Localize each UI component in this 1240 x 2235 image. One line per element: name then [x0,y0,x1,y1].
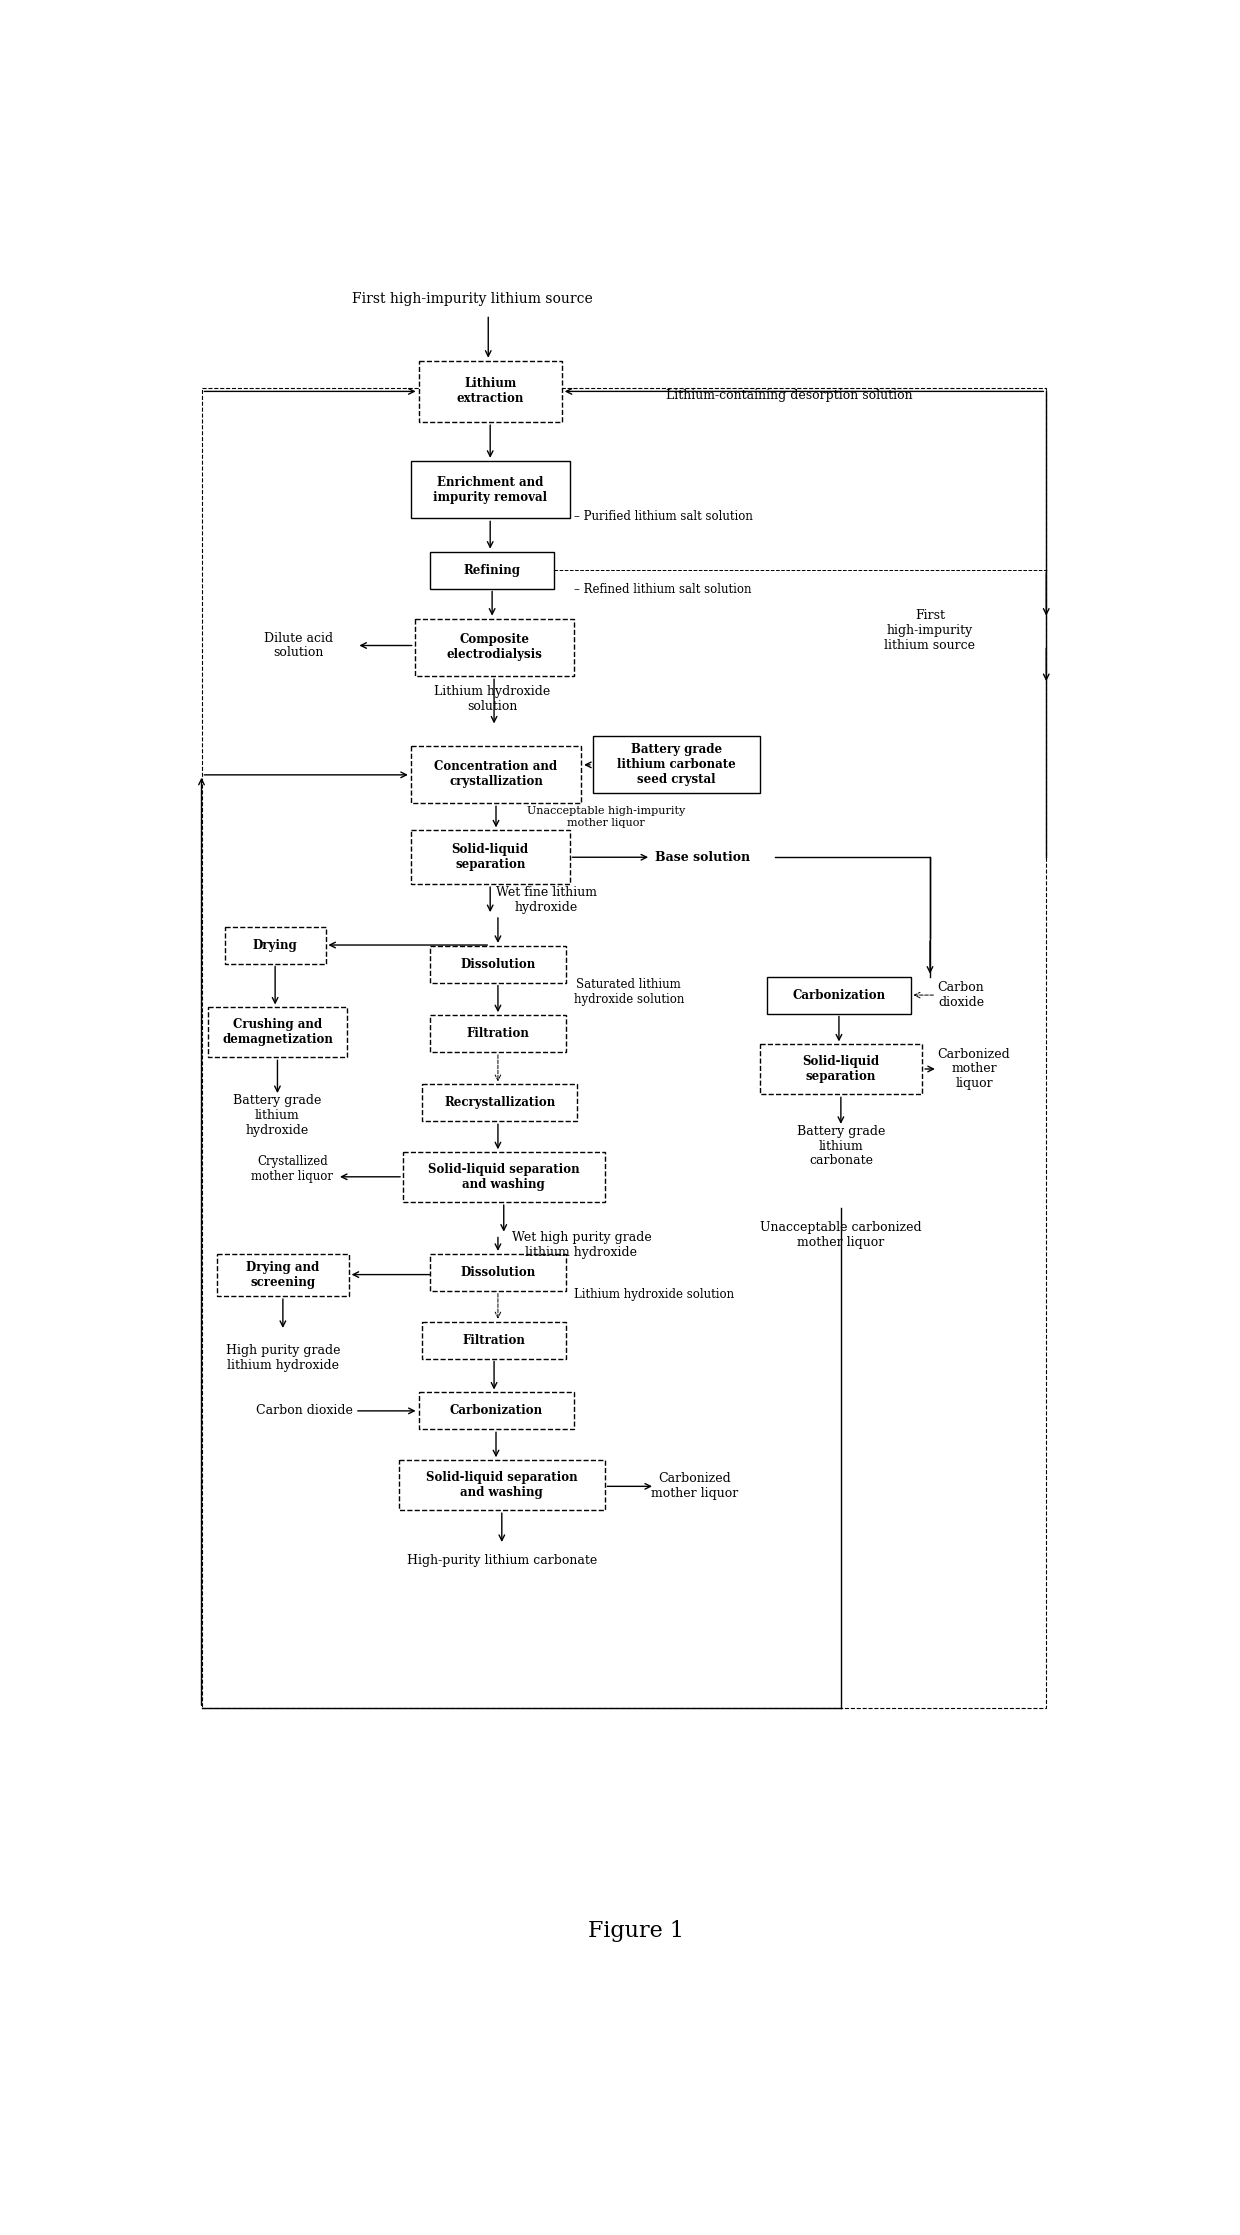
Text: Refining: Refining [464,563,521,577]
Bar [423,1321,565,1359]
Text: Lithium-containing desorption solution: Lithium-containing desorption solution [667,389,913,402]
Text: Drying: Drying [253,939,298,952]
Bar [430,945,565,983]
Bar [759,1044,923,1095]
Text: Base solution: Base solution [655,852,750,863]
Text: Figure 1: Figure 1 [588,1920,683,1942]
Text: Dissolution: Dissolution [460,1265,536,1278]
Text: Concentration and
crystallization: Concentration and crystallization [434,760,558,789]
Bar [768,977,910,1012]
Text: Lithium hydroxide
solution: Lithium hydroxide solution [434,686,551,713]
Text: Enrichment and
impurity removal: Enrichment and impurity removal [433,476,547,503]
Bar [217,1254,348,1296]
Text: Battery grade
lithium
hydroxide: Battery grade lithium hydroxide [233,1093,321,1138]
Text: Solid-liquid
separation: Solid-liquid separation [802,1055,879,1084]
Text: Carbon
dioxide: Carbon dioxide [937,981,985,1008]
Text: Battery grade
lithium carbonate
seed crystal: Battery grade lithium carbonate seed cry… [616,742,735,787]
Text: High purity grade
lithium hydroxide: High purity grade lithium hydroxide [226,1343,340,1372]
Text: Filtration: Filtration [463,1334,526,1345]
Text: Wet fine lithium
hydroxide: Wet fine lithium hydroxide [496,885,596,914]
Bar [224,928,325,963]
Bar [414,619,573,677]
Text: Dilute acid
solution: Dilute acid solution [264,633,332,659]
Text: Unacceptable high-impurity
mother liquor: Unacceptable high-impurity mother liquor [527,807,686,827]
Text: Unacceptable carbonized
mother liquor: Unacceptable carbonized mother liquor [760,1220,921,1249]
Bar [201,387,1047,1708]
Text: Drying and
screening: Drying and screening [247,1261,320,1290]
Bar [423,1084,578,1122]
Text: Wet high purity grade
lithium hydroxide: Wet high purity grade lithium hydroxide [511,1231,651,1258]
Bar [399,1459,605,1511]
Bar [410,829,569,885]
Bar [207,1008,347,1057]
Text: Carbonized
mother
liquor: Carbonized mother liquor [937,1048,1011,1091]
Bar [430,552,554,588]
Text: Lithium hydroxide solution: Lithium hydroxide solution [573,1287,734,1301]
Text: Composite
electrodialysis: Composite electrodialysis [446,633,542,662]
Bar [410,460,569,519]
Bar [593,735,759,793]
Text: Recrystallization: Recrystallization [444,1097,556,1109]
Text: – Refined lithium salt solution: – Refined lithium salt solution [573,583,751,597]
Text: Dissolution: Dissolution [460,959,536,970]
Text: First high-impurity lithium source: First high-impurity lithium source [352,293,593,306]
Text: Carbon dioxide: Carbon dioxide [255,1404,352,1417]
Bar [430,1015,565,1053]
Text: First
high-impurity
lithium source: First high-impurity lithium source [884,608,976,653]
Text: Solid-liquid
separation: Solid-liquid separation [451,843,528,872]
Text: Filtration: Filtration [466,1028,529,1039]
Text: Carbonized
mother liquor: Carbonized mother liquor [651,1473,738,1500]
Text: – Purified lithium salt solution: – Purified lithium salt solution [573,510,753,523]
Text: Crushing and
demagnetization: Crushing and demagnetization [222,1019,332,1046]
Text: Battery grade
lithium
carbonate: Battery grade lithium carbonate [796,1124,885,1167]
Text: Solid-liquid separation
and washing: Solid-liquid separation and washing [428,1162,579,1191]
Text: Carbonization: Carbonization [792,988,885,1001]
Bar [419,360,562,422]
Bar [410,746,582,802]
Text: Crystallized
mother liquor: Crystallized mother liquor [252,1155,334,1182]
Text: Solid-liquid separation
and washing: Solid-liquid separation and washing [427,1471,578,1500]
Bar [419,1392,573,1430]
Text: Carbonization: Carbonization [449,1404,543,1417]
Bar [403,1153,605,1202]
Text: Lithium
extraction: Lithium extraction [456,378,523,405]
Text: Saturated lithium
hydroxide solution: Saturated lithium hydroxide solution [573,979,684,1006]
Bar [430,1254,565,1292]
Text: High-purity lithium carbonate: High-purity lithium carbonate [407,1553,598,1567]
